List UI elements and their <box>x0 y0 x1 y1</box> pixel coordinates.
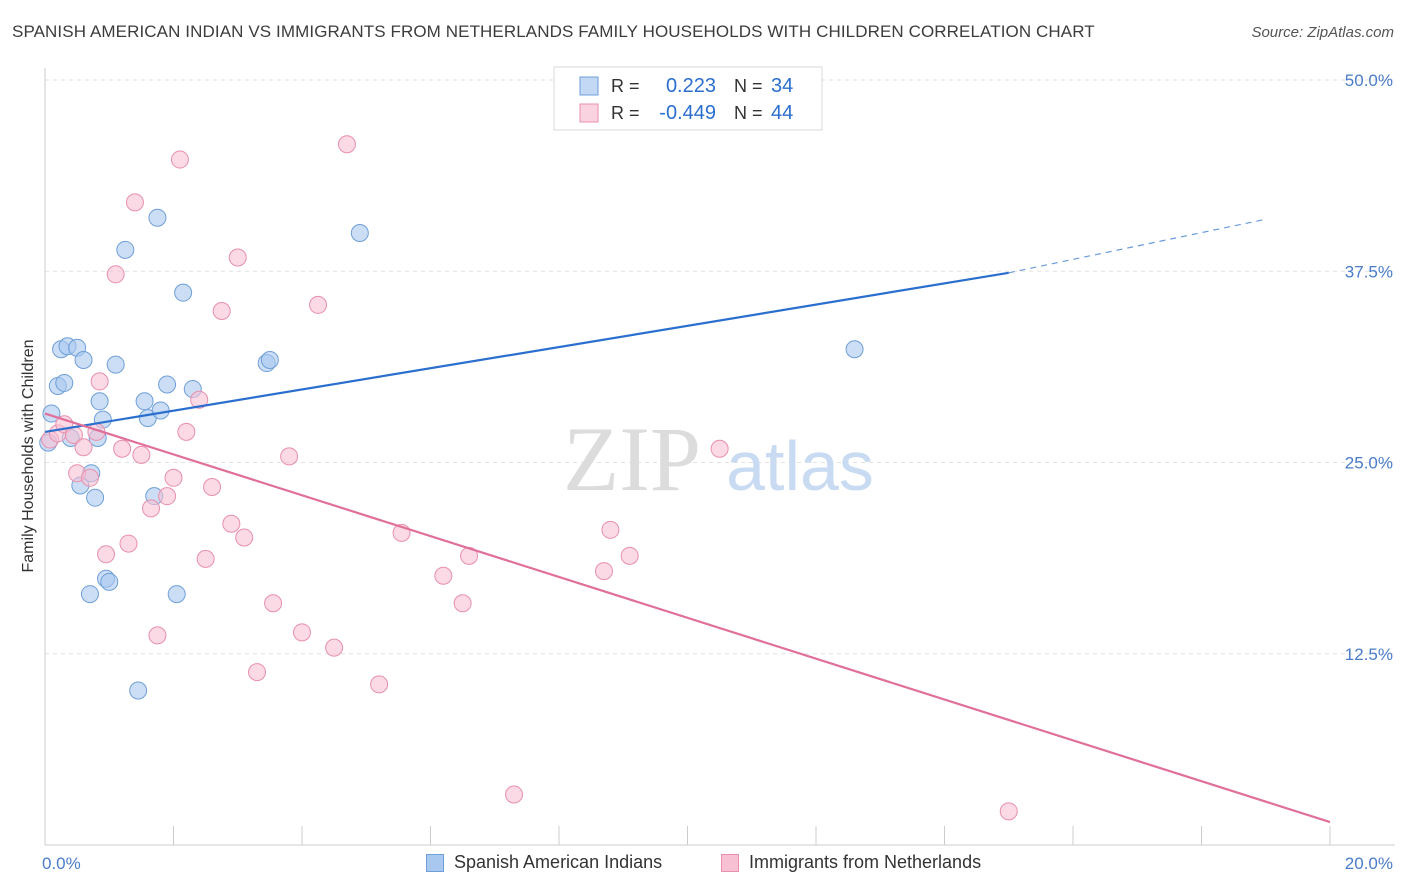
stats-n-label: N = <box>734 103 763 123</box>
point-immigrants-from-netherlands <box>434 566 453 585</box>
trend-line-extension <box>1008 218 1266 274</box>
stats-swatch <box>579 103 599 123</box>
point-spanish-american-indians <box>167 585 186 604</box>
stats-r-label: R = <box>611 103 640 123</box>
legend-swatch-pink <box>721 853 739 872</box>
point-immigrants-from-netherlands <box>325 638 344 657</box>
point-immigrants-from-netherlands <box>710 439 729 458</box>
y-tick-label: 25.0% <box>1345 454 1393 473</box>
point-immigrants-from-netherlands <box>505 785 524 804</box>
axes <box>44 68 1395 846</box>
point-immigrants-from-netherlands <box>248 663 267 682</box>
stats-r-value: -0.449 <box>659 102 716 124</box>
point-immigrants-from-netherlands <box>90 372 109 391</box>
point-spanish-american-indians <box>100 572 119 591</box>
data-points <box>39 135 1018 821</box>
point-immigrants-from-netherlands <box>212 302 231 321</box>
point-immigrants-from-netherlands <box>337 135 356 154</box>
point-spanish-american-indians <box>158 375 177 394</box>
point-immigrants-from-netherlands <box>235 528 254 547</box>
point-immigrants-from-netherlands <box>453 594 472 613</box>
point-spanish-american-indians <box>106 355 125 374</box>
stats-n-value: 34 <box>771 75 793 97</box>
watermark-zip: ZIP <box>563 408 701 510</box>
point-immigrants-from-netherlands <box>309 295 328 314</box>
point-spanish-american-indians <box>151 401 170 420</box>
grid-lines <box>45 79 1395 655</box>
stats-n-value: 44 <box>771 102 793 124</box>
point-immigrants-from-netherlands <box>148 626 167 645</box>
point-immigrants-from-netherlands <box>228 248 247 267</box>
point-immigrants-from-netherlands <box>620 546 639 565</box>
legend-swatch-blue <box>426 853 444 872</box>
x-tick-label: 0.0% <box>42 854 81 873</box>
legend-item-spanish-american-indians: Spanish American Indians <box>426 852 662 873</box>
stats-swatch <box>579 76 599 96</box>
point-spanish-american-indians <box>148 208 167 227</box>
point-immigrants-from-netherlands <box>80 468 99 487</box>
point-immigrants-from-netherlands <box>203 477 222 496</box>
stats-box-frame <box>553 66 823 131</box>
legend-label: Immigrants from Netherlands <box>749 852 982 872</box>
y-tick-label: 50.0% <box>1345 71 1393 90</box>
tick-labels: 12.5% 25.0% 37.5% 50.0% 0.0% 20.0% <box>42 71 1393 873</box>
legend-label: Spanish American Indians <box>454 852 663 872</box>
chart-title: SPANISH AMERICAN INDIAN VS IMMIGRANTS FR… <box>12 22 1095 41</box>
stats-box: R = 0.223 N = 34 R = -0.449 N = 44 <box>553 66 823 131</box>
watermark: ZIP atlas <box>563 408 874 510</box>
legend-item-immigrants-from-netherlands: Immigrants from Netherlands <box>721 852 981 873</box>
point-spanish-american-indians <box>86 488 105 507</box>
point-immigrants-from-netherlands <box>594 562 613 581</box>
stats-r-value: 0.223 <box>666 75 716 97</box>
point-immigrants-from-netherlands <box>97 545 116 564</box>
point-immigrants-from-netherlands <box>177 422 196 441</box>
point-spanish-american-indians <box>55 373 74 392</box>
trend-lines <box>44 218 1331 824</box>
trend-line-immigrants-from-netherlands <box>44 412 1331 824</box>
point-immigrants-from-netherlands <box>601 520 620 539</box>
point-immigrants-from-netherlands <box>293 623 311 642</box>
point-immigrants-from-netherlands <box>264 594 283 613</box>
stats-r-label: R = <box>611 76 640 96</box>
watermark-atlas: atlas <box>726 427 874 505</box>
y-tick-label: 12.5% <box>1345 645 1393 664</box>
point-immigrants-from-netherlands <box>106 265 125 284</box>
point-spanish-american-indians <box>260 350 279 369</box>
point-spanish-american-indians <box>174 283 193 302</box>
point-immigrants-from-netherlands <box>280 447 299 466</box>
point-immigrants-from-netherlands <box>125 193 144 212</box>
source-label: Source: ZipAtlas.com <box>1251 24 1394 41</box>
point-immigrants-from-netherlands <box>196 549 215 568</box>
point-immigrants-from-netherlands <box>119 534 138 553</box>
y-axis-label: Family Households with Children <box>20 340 37 573</box>
point-immigrants-from-netherlands <box>222 514 241 533</box>
x-tick-label: 20.0% <box>1345 854 1393 873</box>
point-immigrants-from-netherlands <box>170 150 189 169</box>
point-spanish-american-indians <box>74 350 93 369</box>
stats-n-label: N = <box>734 76 763 96</box>
point-immigrants-from-netherlands <box>370 675 389 694</box>
point-spanish-american-indians <box>129 681 148 700</box>
point-immigrants-from-netherlands <box>142 499 161 518</box>
y-tick-label: 37.5% <box>1345 262 1393 281</box>
point-immigrants-from-netherlands <box>999 802 1018 821</box>
point-spanish-american-indians <box>116 240 135 259</box>
point-immigrants-from-netherlands <box>132 445 151 464</box>
point-immigrants-from-netherlands <box>190 390 209 409</box>
point-immigrants-from-netherlands <box>164 468 183 487</box>
point-spanish-american-indians <box>350 224 369 242</box>
point-spanish-american-indians <box>90 392 109 411</box>
point-immigrants-from-netherlands <box>158 487 177 506</box>
point-immigrants-from-netherlands <box>74 438 93 457</box>
point-spanish-american-indians <box>135 392 154 411</box>
point-immigrants-from-netherlands <box>113 439 132 458</box>
point-spanish-american-indians <box>845 340 864 359</box>
trend-line-spanish-american-indians <box>44 271 1009 433</box>
point-spanish-american-indians <box>80 585 99 604</box>
